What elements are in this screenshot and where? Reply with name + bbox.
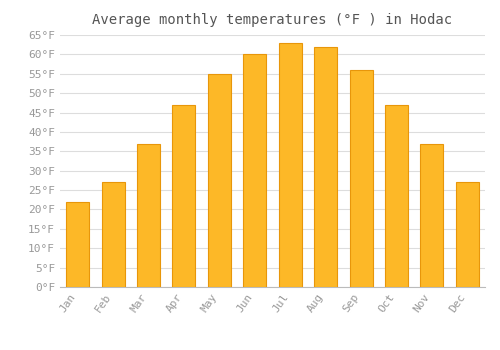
Bar: [137, 144, 160, 287]
Bar: [102, 182, 124, 287]
Bar: [172, 105, 196, 287]
Bar: [314, 47, 337, 287]
Bar: [208, 74, 231, 287]
Bar: [385, 105, 408, 287]
Bar: [244, 54, 266, 287]
Bar: [66, 202, 89, 287]
Bar: [456, 182, 479, 287]
Bar: [420, 144, 444, 287]
Bar: [278, 43, 301, 287]
Title: Average monthly temperatures (°F ) in Hodac: Average monthly temperatures (°F ) in Ho…: [92, 13, 452, 27]
Bar: [350, 70, 372, 287]
